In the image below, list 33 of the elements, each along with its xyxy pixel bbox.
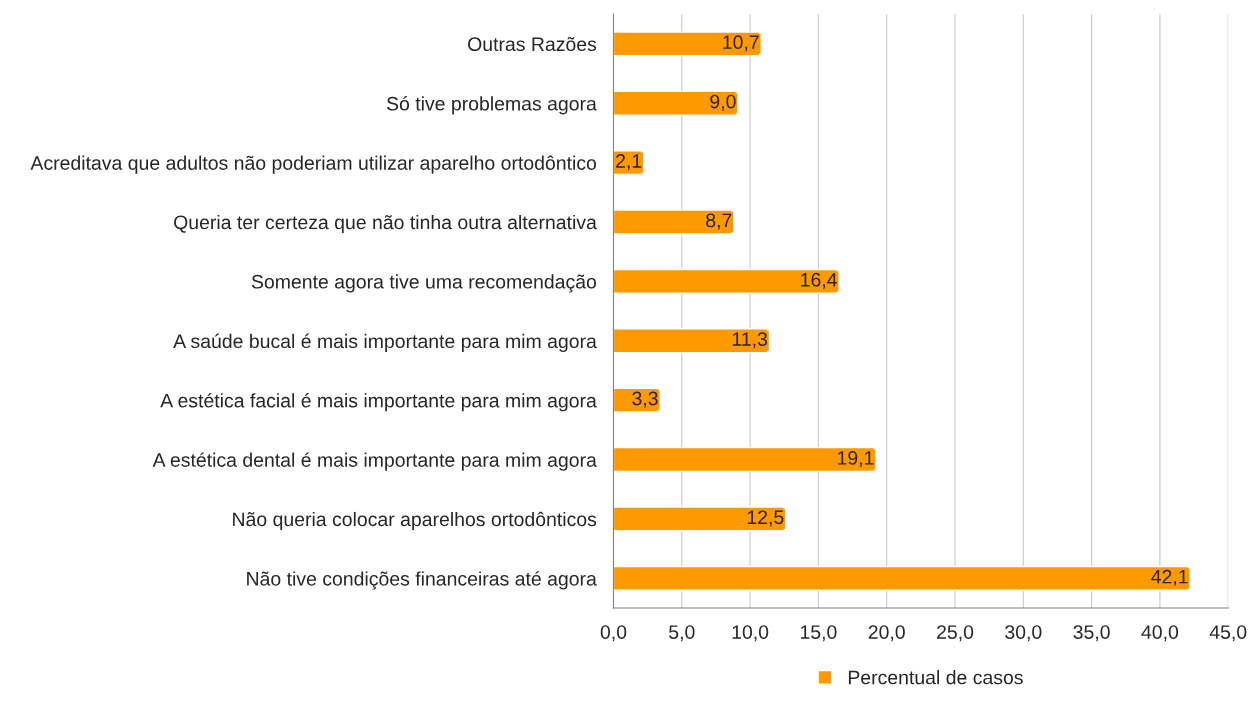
- bar: [613, 446, 876, 473]
- data-label: 10,7: [723, 35, 759, 52]
- x-tick-label: 20,0: [868, 625, 905, 642]
- data-label: 11,3: [732, 332, 767, 349]
- x-tick-label: 40,0: [1141, 625, 1179, 642]
- y-tick-label: Só tive problemas agora: [386, 96, 597, 115]
- data-label: 19,1: [838, 451, 874, 468]
- x-tick-label: 10,0: [732, 625, 769, 642]
- data-label: 8,7: [706, 213, 732, 230]
- y-tick-label: Acreditava que adultos não poderiam utilizar aparelho ortodôntico: [30, 155, 597, 174]
- y-tick-label: A estética dental é mais importante para mim agora: [152, 452, 597, 471]
- data-label: 12,5: [747, 510, 784, 527]
- x-tick-label: 25,0: [937, 625, 974, 642]
- x-tick-label: 35,0: [1073, 625, 1110, 642]
- data-label: 42,1: [1151, 569, 1188, 586]
- data-label: 9,0: [710, 94, 736, 111]
- y-tick-label: Outras Razões: [468, 36, 597, 52]
- bar: [613, 565, 1190, 591]
- legend-label: Percentual de casos: [848, 670, 1023, 685]
- y-tick-label: Queria ter certeza que não tinha outra alternativa: [174, 214, 597, 234]
- x-tick-label: 15,0: [800, 625, 837, 642]
- y-tick-label: A estética facial é mais importante para mim agora: [160, 393, 597, 412]
- data-label: 2,1: [616, 154, 642, 171]
- x-tick-label: 0,0: [600, 625, 627, 642]
- y-tick-label: Somente agora tive uma recomendação: [251, 274, 597, 293]
- y-tick-label: A saúde bucal é mais importante para mim agora: [173, 333, 597, 352]
- x-tick-label: 45,0: [1209, 625, 1247, 642]
- data-label: 3,3: [632, 391, 658, 408]
- x-tick-label: 30,0: [1005, 625, 1042, 642]
- data-label: 16,4: [801, 272, 837, 289]
- y-tick-label: Não tive condições financeiras até agora: [247, 571, 597, 590]
- y-tick-label: Não queria colocar aparelhos ortodônticos: [233, 511, 597, 531]
- x-tick-label: 5,0: [669, 625, 695, 642]
